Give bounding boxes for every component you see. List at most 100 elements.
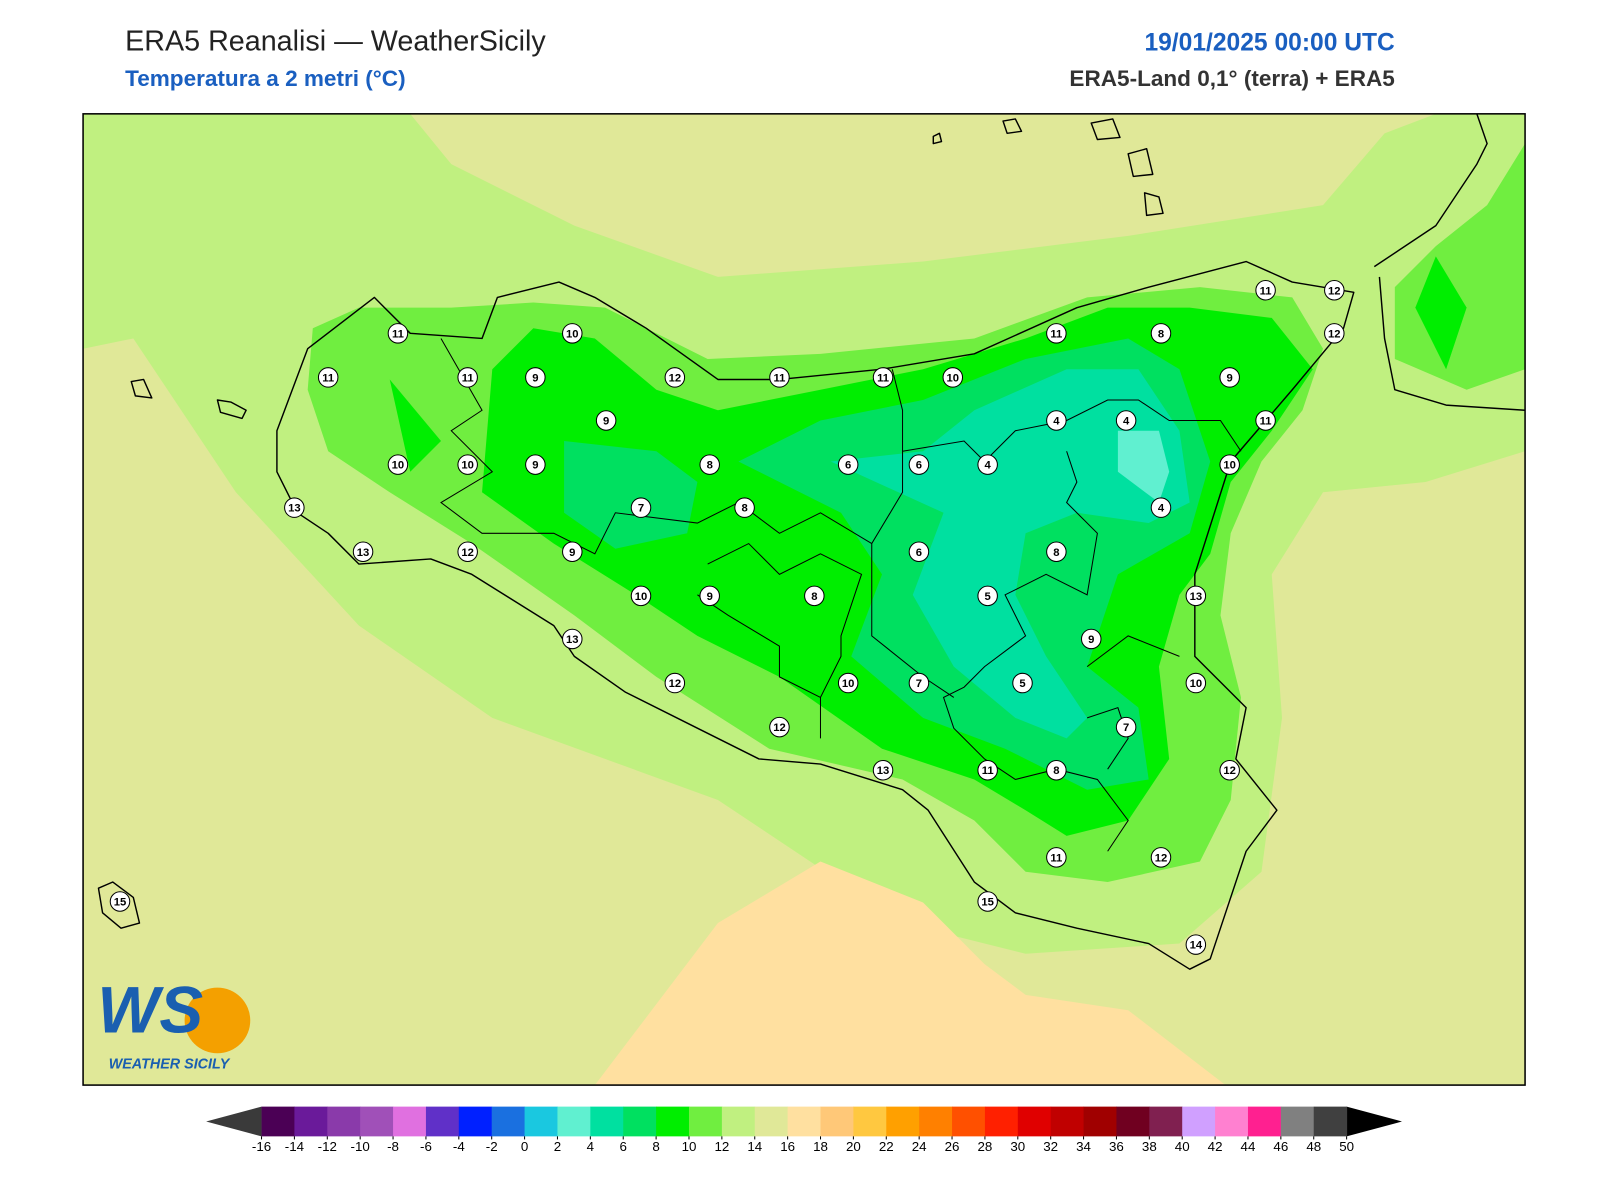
- station-value: 5: [985, 591, 991, 603]
- station-value: 5: [1019, 678, 1025, 690]
- station-value: 7: [638, 503, 644, 515]
- station-marker: [872, 759, 894, 781]
- colorbar-tick-label: 26: [945, 1139, 960, 1154]
- station-marker: [387, 454, 409, 475]
- station-marker: [908, 541, 930, 563]
- station-marker: [317, 367, 339, 388]
- station-value: 12: [669, 372, 682, 384]
- station-value: 4: [985, 460, 992, 472]
- station-marker: [977, 585, 998, 607]
- contour-16: [594, 861, 1226, 1086]
- station-value: 9: [569, 547, 575, 559]
- station-value: 15: [114, 897, 127, 909]
- colorbar-segment: [754, 1106, 789, 1137]
- station-value: 4: [1053, 416, 1060, 428]
- station-value: 13: [566, 634, 579, 646]
- colorbar-segment: [721, 1106, 756, 1137]
- station-marker: [284, 497, 305, 518]
- colorbar-tick-label: 14: [747, 1139, 762, 1154]
- station-value: 13: [877, 765, 890, 777]
- colorbar-segment: [1083, 1106, 1117, 1137]
- station-marker: [977, 454, 998, 475]
- colorbar-tick-label: 40: [1175, 1139, 1190, 1154]
- station-value: 11: [1260, 416, 1272, 428]
- station-value: 11: [982, 765, 994, 777]
- station-value: 4: [1123, 416, 1130, 428]
- station-value: 10: [461, 460, 474, 472]
- station-value: 14: [1190, 940, 1203, 952]
- colorbar-segment: [787, 1106, 822, 1137]
- station-value: 13: [357, 547, 370, 559]
- map-root: ERA5 Reanalisi — WeatherSicily Temperatu…: [82, 26, 1526, 1154]
- colorbar-tick-label: -10: [351, 1139, 370, 1154]
- station-value: 4: [1158, 503, 1165, 515]
- station-value: 11: [462, 372, 474, 384]
- colorbar-tick-label: 48: [1306, 1139, 1321, 1154]
- station-value: 15: [981, 897, 994, 909]
- colorbar-tick-label: 8: [652, 1139, 659, 1154]
- contour-8b: [1415, 256, 1467, 370]
- colorbar-segment: [1149, 1106, 1183, 1137]
- colorbar-tick-label: -6: [420, 1139, 432, 1154]
- station-marker: [525, 367, 546, 388]
- station-value: 6: [845, 460, 851, 472]
- stations: 11 10 11 11 9 12 11 11 10 11 8 11 12 12 9 9 4 4 11 10 10 9 8 6 6…: [109, 279, 1345, 955]
- station-value: 11: [877, 372, 889, 384]
- colorbar-tick-label: -4: [453, 1139, 465, 1154]
- station-value: 6: [916, 547, 922, 559]
- station-value: 10: [566, 328, 579, 340]
- station-value: 9: [707, 591, 713, 603]
- colorbar-tick-label: -14: [285, 1139, 305, 1154]
- colorbar-segment: [656, 1106, 690, 1137]
- station-marker: [734, 497, 755, 518]
- station-value: 10: [1190, 678, 1203, 690]
- station-marker: [457, 367, 478, 388]
- logo-name: WEATHER SICILY: [109, 1056, 231, 1072]
- station-value: 9: [1088, 634, 1094, 646]
- colorbar-tick-label: -12: [318, 1139, 337, 1154]
- station-marker: [630, 497, 652, 518]
- station-value: 8: [1158, 328, 1164, 340]
- station-marker: [352, 541, 374, 563]
- station-marker: [1185, 585, 1207, 607]
- colorbar-segment: [984, 1106, 1019, 1137]
- station-value: 12: [1328, 328, 1341, 340]
- station-marker: [109, 891, 131, 912]
- colorbar-min-arrow: [206, 1106, 262, 1137]
- station-marker: [908, 672, 930, 694]
- station-marker: [1046, 410, 1067, 431]
- colorbar-tick-label: 50: [1339, 1139, 1354, 1154]
- station-marker: [1115, 716, 1137, 738]
- station-marker: [1219, 454, 1240, 475]
- colorbar-segment: [623, 1106, 657, 1137]
- colorbar-segment: [393, 1106, 427, 1137]
- station-value: 12: [773, 722, 786, 734]
- station-value: 10: [842, 678, 855, 690]
- station-marker: [1219, 759, 1240, 781]
- coastline: [276, 260, 1355, 970]
- station-marker: [595, 410, 617, 431]
- colorbar-tick-label: 44: [1241, 1139, 1256, 1154]
- title: ERA5 Reanalisi — WeatherSicily: [125, 26, 546, 58]
- station-marker: [1115, 410, 1137, 431]
- colorbar-segment: [1280, 1106, 1315, 1137]
- station-value: 7: [1123, 722, 1129, 734]
- colorbar-segment: [1313, 1106, 1348, 1137]
- station-value: 10: [635, 591, 648, 603]
- colorbar-tick-label: 46: [1273, 1139, 1288, 1154]
- colorbar-segment: [1215, 1106, 1249, 1137]
- colorbar-tick-label: 16: [780, 1139, 795, 1154]
- station-value: 12: [669, 678, 682, 690]
- station-marker: [1046, 847, 1067, 868]
- colorbar-tick-label: 0: [521, 1139, 528, 1154]
- station-value: 10: [1223, 460, 1236, 472]
- station-marker: [562, 541, 583, 563]
- colorbar-segment: [688, 1106, 723, 1137]
- colorbar-tick-label: 32: [1043, 1139, 1058, 1154]
- colorbar-segment: [1247, 1106, 1282, 1137]
- logo-sun: [184, 987, 251, 1054]
- station-marker: [1324, 323, 1345, 344]
- station-marker: [562, 323, 583, 344]
- station-marker: [1185, 672, 1207, 694]
